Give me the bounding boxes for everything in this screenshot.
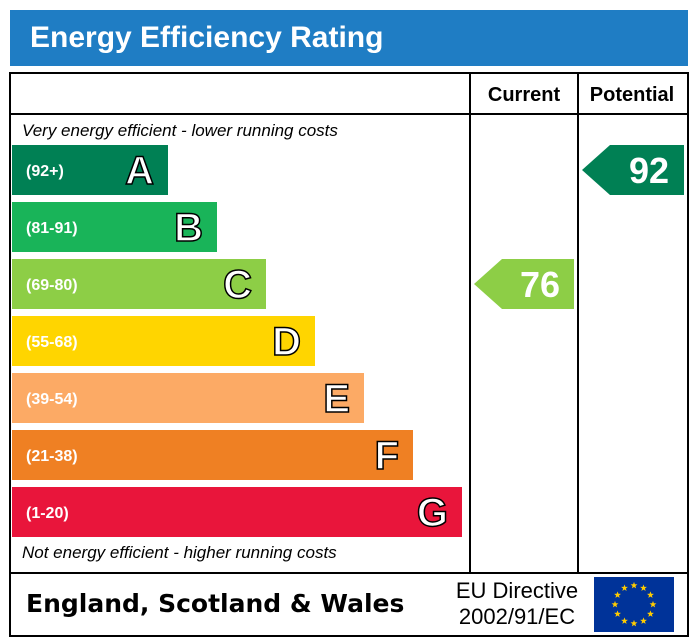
current-rating-value: 76 [520, 264, 560, 305]
band-bar-a [12, 145, 168, 195]
current-rating-arrow [474, 259, 574, 309]
eu-flag-star [611, 600, 619, 608]
band-bar-c [12, 259, 266, 309]
eu-flag-star [630, 581, 638, 589]
footer-border [9, 572, 689, 637]
band-bar-f [12, 430, 413, 480]
eu-flag-star [621, 617, 628, 624]
band-letter-label: G [417, 491, 448, 535]
band-range-label: (21-38) [26, 448, 78, 465]
band-range-label: (1-20) [26, 505, 69, 522]
header-bar: Energy Efficiency Rating [10, 10, 688, 66]
band-range-label: (81-91) [26, 220, 78, 237]
potential-column-header: Potential [590, 84, 674, 106]
chart-frame: Current Potential Very energy efficient … [9, 72, 689, 574]
eu-flag-star [614, 591, 621, 598]
eu-flag-star [621, 584, 628, 591]
eu-directive-number: 2002/91/EC [459, 604, 575, 629]
band-range-label: (55-68) [26, 334, 78, 351]
band-letter-label: E [323, 377, 350, 421]
eu-directive-label: EU Directive [456, 578, 578, 603]
eu-flag-star [630, 619, 638, 627]
page-title: Energy Efficiency Rating [30, 21, 384, 54]
potential-rating-value: 92 [629, 150, 669, 191]
eu-flag-icon [594, 577, 674, 632]
band-letter-label: A [125, 149, 154, 193]
band-range-label: (69-80) [26, 277, 78, 294]
potential-rating-arrow [582, 145, 684, 195]
eu-flag-star [614, 610, 621, 617]
band-letter-label: B [174, 206, 203, 250]
band-bar-e [12, 373, 364, 423]
rating-bands: (92+) A (81-91) B (69-80) C (55-68) D (39-54) E (2… [12, 145, 462, 537]
footer: England, Scotland & Wales EU Directive 2… [9, 572, 689, 637]
eu-flag-star [640, 617, 647, 624]
band-bar-d [12, 316, 315, 366]
current-column-header: Current [488, 84, 561, 106]
band-range-label: (39-54) [26, 391, 78, 408]
band-range-label: (92+) [26, 163, 64, 180]
top-efficiency-note: Very energy efficient - lower running co… [22, 121, 338, 140]
eu-flag-star [647, 610, 654, 617]
eu-flag-star [649, 600, 657, 608]
band-letter-label: F [375, 434, 399, 478]
band-letter-label: D [272, 320, 301, 364]
band-bar-g [12, 487, 462, 537]
eu-flag-star [647, 591, 654, 598]
footer-region-label: England, Scotland & Wales [26, 589, 404, 618]
bottom-efficiency-note: Not energy efficient - higher running co… [22, 543, 337, 562]
band-letter-label: C [223, 263, 252, 307]
band-bar-b [12, 202, 217, 252]
eu-flag-star [640, 584, 647, 591]
rating-indicators: 76 92 [474, 145, 684, 309]
